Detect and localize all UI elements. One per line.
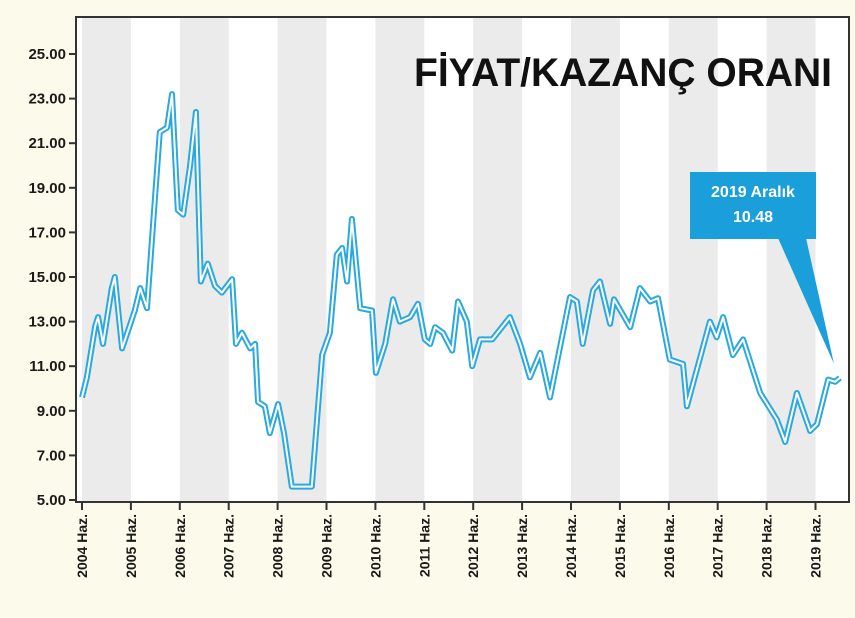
y-axis: 5.00 7.00 9.00 11.00 13.00 15.00 17.00 19.00 21.… xyxy=(28,46,76,509)
annotation-callout: 2019 Aralık 10.48 xyxy=(690,172,834,364)
x-tick-label: 2007 Haz. xyxy=(221,514,237,578)
year-band xyxy=(668,17,718,502)
x-tick-label: 2008 Haz. xyxy=(270,514,286,578)
callout-date: 2019 Aralık xyxy=(711,184,795,201)
callout-value: 10.48 xyxy=(733,209,773,226)
x-tick-label: 2004 Haz. xyxy=(74,514,90,578)
y-tick-label: 25.00 xyxy=(28,46,66,63)
year-band xyxy=(571,17,620,502)
chart-title: FİYAT/KAZANÇ ORANI xyxy=(414,51,832,95)
x-tick-label: 2010 Haz. xyxy=(367,514,383,578)
y-tick-label: 9.00 xyxy=(37,403,66,420)
y-tick-label: 19.00 xyxy=(28,180,66,197)
y-tick-label: 13.00 xyxy=(28,314,66,331)
callout-box xyxy=(690,172,816,239)
x-axis: 2004 Haz. 2005 Haz. 2006 Haz. 2007 Haz. 2008… xyxy=(74,502,824,578)
y-tick-label: 11.00 xyxy=(29,358,66,375)
y-tick-label: 17.00 xyxy=(28,224,66,241)
x-tick-label: 2013 Haz. xyxy=(514,514,530,578)
y-tick-label: 7.00 xyxy=(37,447,66,464)
x-tick-label: 2019 Haz. xyxy=(808,514,824,578)
x-tick-label: 2009 Haz. xyxy=(319,514,335,578)
year-band xyxy=(82,17,131,502)
x-tick-label: 2017 Haz. xyxy=(710,514,726,578)
series-line-inner xyxy=(81,93,841,488)
year-band xyxy=(375,17,425,502)
x-tick-label: 2014 Haz. xyxy=(563,514,579,578)
year-band xyxy=(179,17,229,502)
y-tick-label: 5.00 xyxy=(37,492,66,509)
y-tick-label: 15.00 xyxy=(28,269,66,286)
y-tick-label: 21.00 xyxy=(28,135,66,152)
callout-pointer xyxy=(778,238,834,364)
y-tick-label: 23.00 xyxy=(28,91,66,108)
series-group xyxy=(79,91,842,490)
x-tick-label: 2005 Haz. xyxy=(123,514,139,578)
x-tick-label: 2011 Haz. xyxy=(416,514,432,577)
year-band xyxy=(473,17,523,502)
x-tick-label: 2012 Haz. xyxy=(465,514,481,578)
x-tick-label: 2015 Haz. xyxy=(612,514,628,578)
x-tick-label: 2018 Haz. xyxy=(759,514,775,578)
year-bands xyxy=(82,17,816,502)
x-tick-label: 2016 Haz. xyxy=(661,514,677,578)
x-tick-label: 2006 Haz. xyxy=(172,514,188,578)
plot-frame xyxy=(75,16,850,503)
